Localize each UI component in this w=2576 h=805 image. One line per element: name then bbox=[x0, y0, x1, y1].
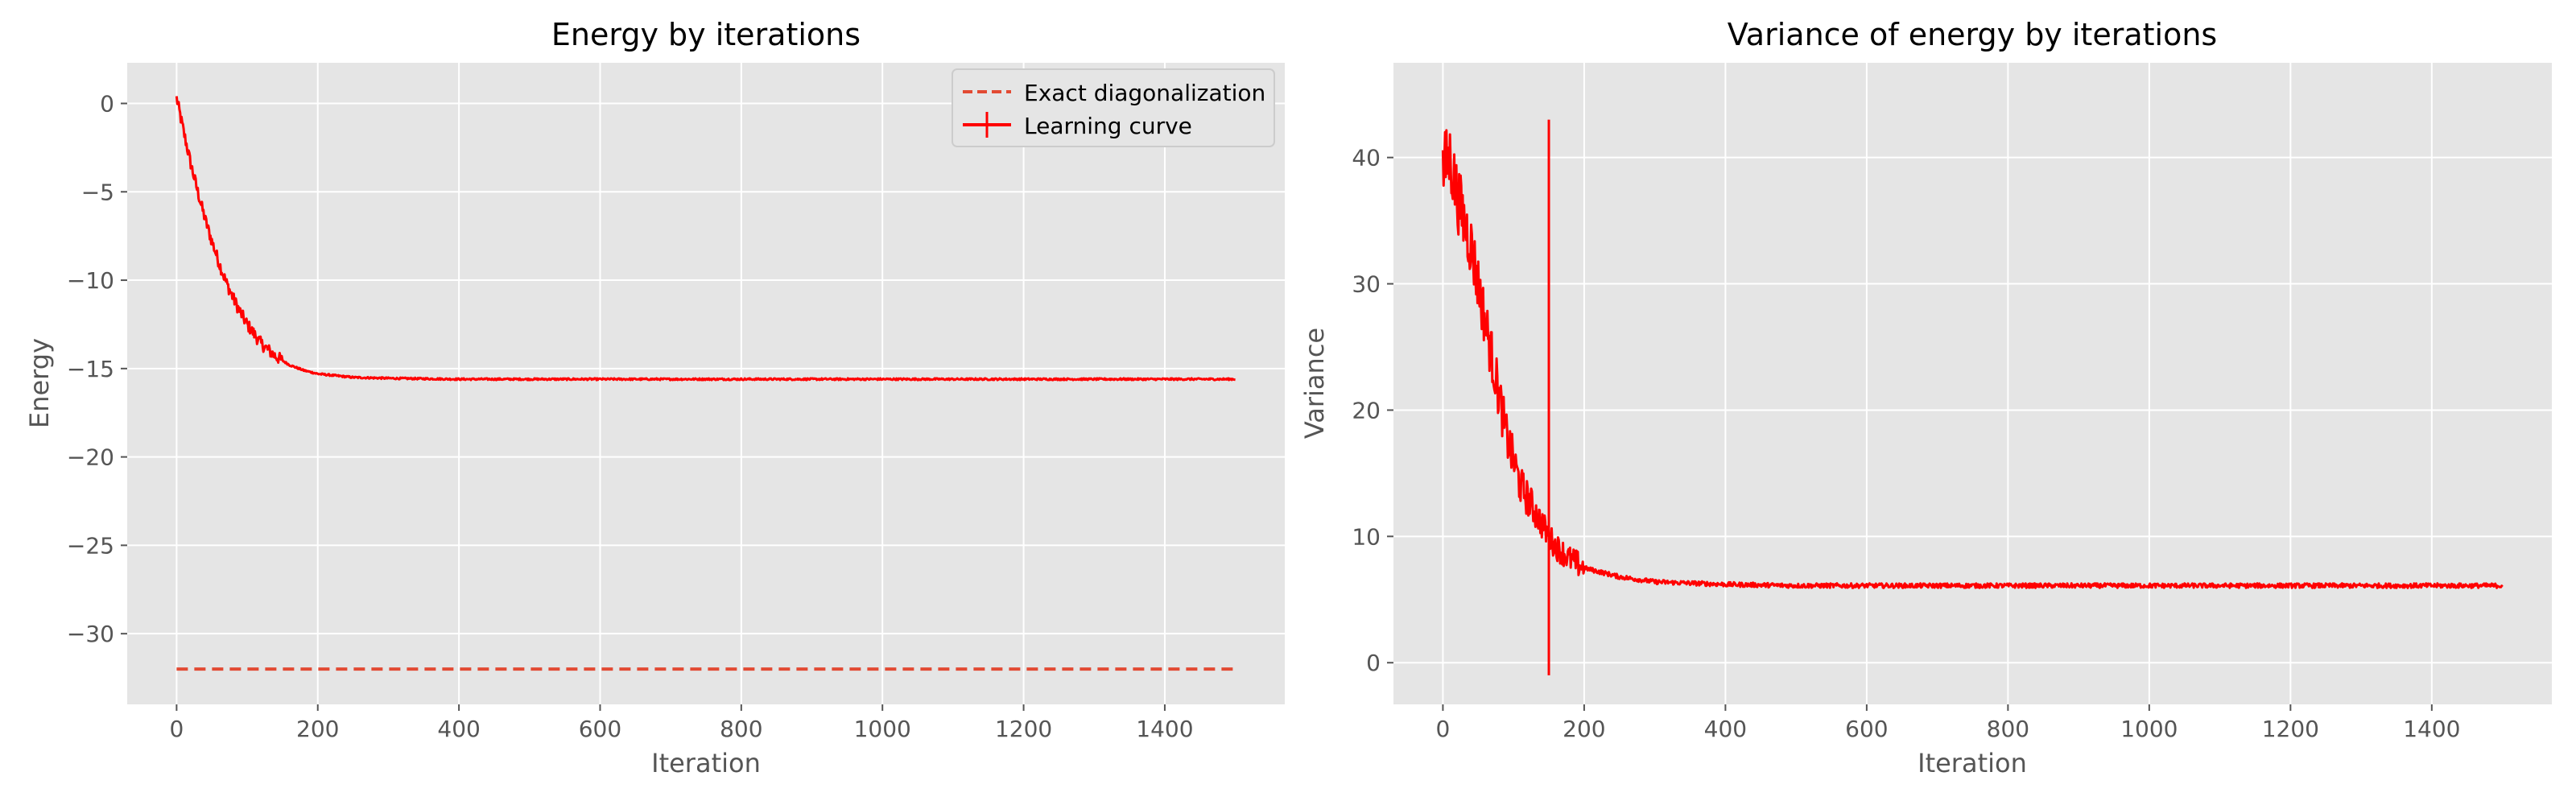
variance-y-tick-label: 20 bbox=[1352, 397, 1381, 423]
energy-y-tick-label: −10 bbox=[67, 267, 114, 294]
variance-series-0-line bbox=[1441, 129, 2504, 589]
energy-y-tick-label: −20 bbox=[67, 444, 114, 471]
variance-plot-area bbox=[1393, 63, 2552, 704]
energy-x-tick-label: 400 bbox=[437, 716, 480, 742]
variance-y-tick-label: 10 bbox=[1352, 523, 1381, 550]
variance-grid bbox=[1393, 63, 2552, 704]
variance-x-tick-label: 1000 bbox=[2120, 716, 2178, 742]
energy-y-tick-label: −25 bbox=[67, 532, 114, 559]
energy-x-ticks: 0 200 400 600 800 1000 1200 1400 bbox=[169, 704, 1194, 742]
energy-y-tick-label: −30 bbox=[67, 621, 114, 647]
energy-x-tick-label: 0 bbox=[169, 716, 184, 742]
energy-y-tick-label: 0 bbox=[100, 90, 114, 117]
variance-x-tick-label: 0 bbox=[1436, 716, 1451, 742]
legend-exact-label: Exact diagonalization bbox=[1024, 80, 1265, 106]
energy-x-tick-label: 1200 bbox=[995, 716, 1052, 742]
energy-x-tick-label: 800 bbox=[720, 716, 762, 742]
variance-x-tick-label: 600 bbox=[1845, 716, 1888, 742]
energy-series bbox=[175, 96, 1236, 671]
energy-y-tick-label: −5 bbox=[81, 179, 114, 205]
energy-y-ticks: 0 −5 −10 −15 −20 −25 −30 bbox=[67, 90, 127, 647]
energy-x-tick-label: 1400 bbox=[1136, 716, 1193, 742]
variance-x-ticks: 0 200 400 600 800 1000 1200 1400 bbox=[1436, 704, 2460, 742]
variance-y-ticks: 0 10 20 30 40 bbox=[1352, 145, 1393, 676]
variance-series bbox=[1441, 119, 2504, 675]
energy-plot-area bbox=[127, 63, 1285, 704]
variance-x-tick-label: 1200 bbox=[2262, 716, 2319, 742]
variance-x-tick-label: 400 bbox=[1704, 716, 1747, 742]
energy-grid bbox=[127, 63, 1285, 704]
variance-chart-title: Variance of energy by iterations bbox=[1728, 17, 2217, 52]
energy-chart-title: Energy by iterations bbox=[551, 17, 861, 52]
energy-x-axis-label: Iteration bbox=[651, 748, 761, 778]
legend-box bbox=[952, 68, 1275, 147]
legend: Exact diagonalization Learning curve bbox=[952, 68, 1275, 147]
energy-x-tick-label: 1000 bbox=[854, 716, 911, 742]
energy-y-axis-label: Energy bbox=[24, 338, 55, 428]
variance-y-tick-label: 0 bbox=[1366, 650, 1381, 676]
legend-learning-label: Learning curve bbox=[1024, 113, 1192, 139]
variance-x-tick-label: 1400 bbox=[2403, 716, 2460, 742]
variance-x-tick-label: 800 bbox=[1987, 716, 2029, 742]
energy-chart: Energy by iterations 0 200 400 600 800 1000 12… bbox=[24, 17, 1285, 778]
energy-x-tick-label: 600 bbox=[579, 716, 621, 742]
energy-y-tick-label: −15 bbox=[67, 356, 114, 382]
variance-chart: Variance of energy by iterations 0 200 400… bbox=[1299, 17, 2552, 778]
variance-x-axis-label: Iteration bbox=[1918, 748, 2027, 778]
variance-y-axis-label: Variance bbox=[1299, 328, 1330, 439]
variance-y-tick-label: 40 bbox=[1352, 145, 1381, 171]
variance-x-tick-label: 200 bbox=[1563, 716, 1605, 742]
variance-y-tick-label: 30 bbox=[1352, 271, 1381, 298]
energy-series-1-line bbox=[175, 96, 1236, 382]
energy-x-tick-label: 200 bbox=[296, 716, 339, 742]
